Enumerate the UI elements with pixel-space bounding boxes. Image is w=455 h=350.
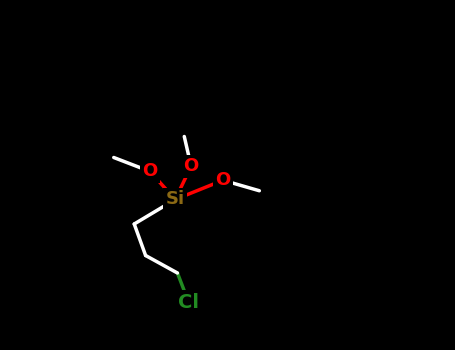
Text: Cl: Cl <box>178 293 199 312</box>
Text: O: O <box>215 171 231 189</box>
Text: O: O <box>142 162 158 181</box>
Text: Si: Si <box>166 190 185 209</box>
Text: O: O <box>183 157 199 175</box>
